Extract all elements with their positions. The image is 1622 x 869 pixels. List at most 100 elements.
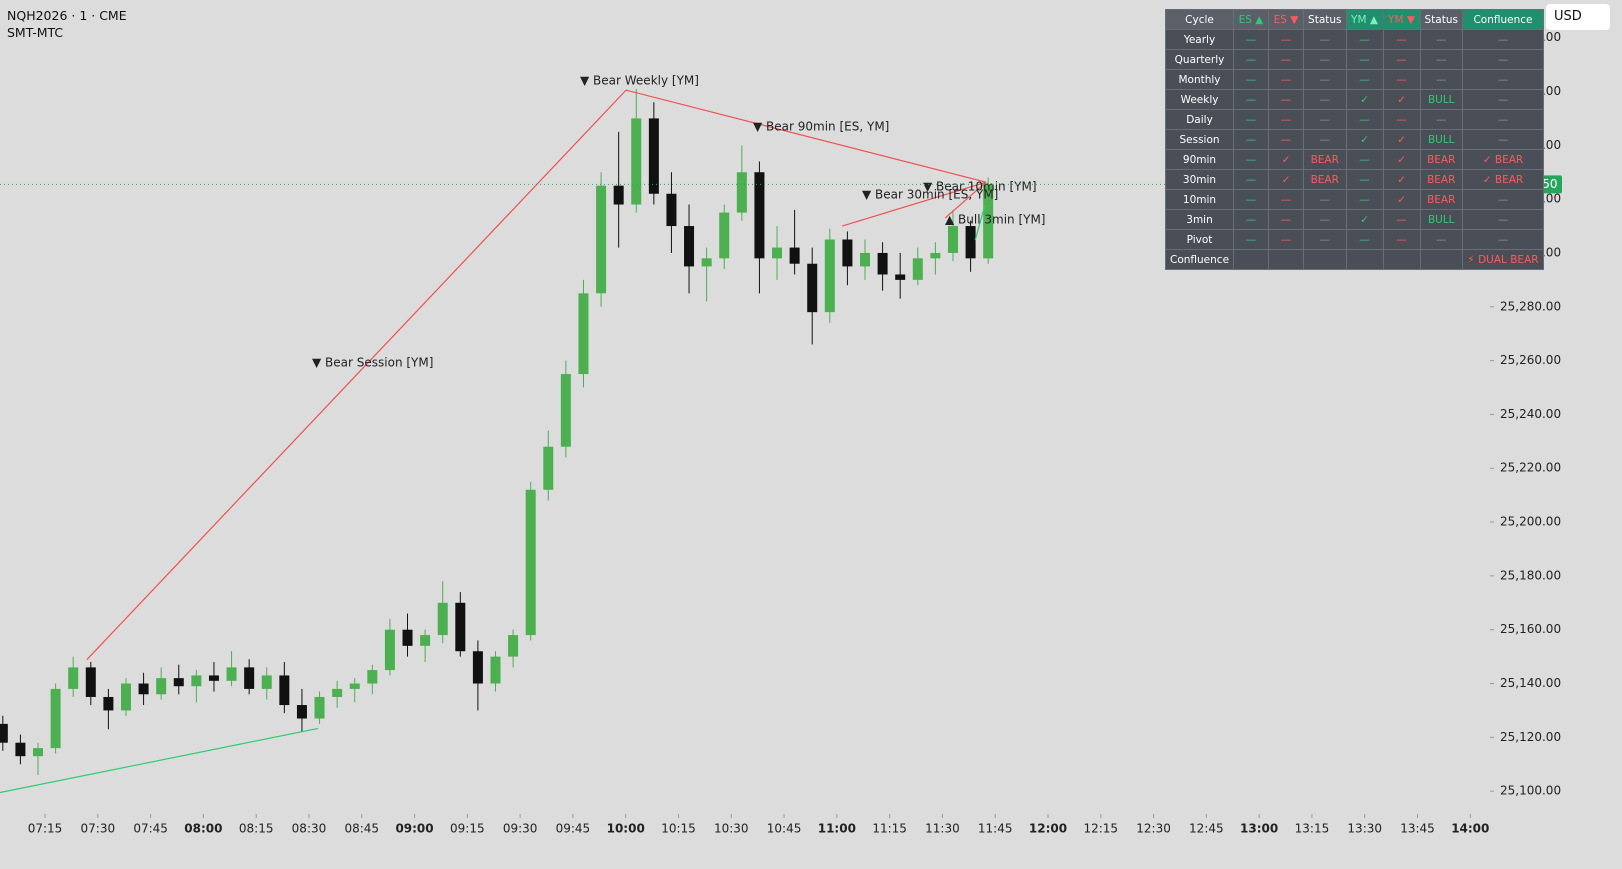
- table-cell: —: [1303, 29, 1347, 50]
- candle-body: [244, 667, 255, 689]
- table-cell: ✓: [1382, 169, 1421, 190]
- cycle-label: Weekly: [1164, 89, 1235, 110]
- table-cell: ✓: [1268, 149, 1305, 170]
- indicator-name: SMT-MTC: [7, 25, 64, 40]
- x-tick-label: 11:45: [978, 822, 1013, 836]
- table-cell: BEAR: [1419, 169, 1463, 190]
- table-cell: ⚡ DUAL BEAR: [1461, 249, 1544, 270]
- candle-body: [807, 263, 818, 313]
- table-cell: —: [1461, 89, 1544, 110]
- table-cell: —: [1345, 109, 1384, 130]
- table-cell: —: [1382, 229, 1421, 250]
- header-cell: Status: [1419, 9, 1463, 30]
- header-cell: YM ▲: [1345, 9, 1384, 30]
- y-tick-label: 25,220.00: [1500, 461, 1561, 475]
- cycle-label: 30min: [1164, 169, 1235, 190]
- table-cell: —: [1268, 89, 1305, 110]
- table-row: 90min — ✓ BEAR — ✓ BEAR ✓ BEAR: [1164, 149, 1544, 170]
- table-cell: [1303, 249, 1347, 270]
- candle-body: [947, 226, 958, 253]
- smt-annotation: ▲ Bull 3min [YM]: [945, 213, 1046, 227]
- table-cell: —: [1382, 29, 1421, 50]
- candle-body: [314, 696, 325, 719]
- table-cell: [1345, 249, 1384, 270]
- table-cell: —: [1233, 169, 1270, 190]
- candle-body: [912, 258, 923, 280]
- x-tick-label: 12:00: [1029, 822, 1067, 836]
- table-cell: —: [1382, 69, 1421, 90]
- table-row: Session — — — ✓ ✓ BULL —: [1164, 129, 1544, 150]
- table-cell: —: [1345, 49, 1384, 70]
- cycle-label: Confluence: [1164, 249, 1235, 270]
- smt-line: [86, 89, 987, 660]
- x-tick-label: 12:30: [1136, 822, 1171, 836]
- table-cell: —: [1345, 169, 1384, 190]
- candle-body: [684, 226, 695, 267]
- candle-body: [719, 212, 730, 259]
- table-cell: —: [1233, 149, 1270, 170]
- table-cell: ✓: [1268, 169, 1305, 190]
- candle-body: [543, 446, 554, 490]
- candle-body: [50, 688, 61, 749]
- table-cell: BEAR: [1419, 189, 1463, 210]
- y-tick-label: 25,100.00: [1500, 784, 1561, 798]
- cycle-label: 3min: [1164, 209, 1235, 230]
- table-cell: —: [1382, 109, 1421, 130]
- table-cell: BEAR: [1419, 149, 1463, 170]
- table-cell: —: [1233, 89, 1270, 110]
- table-cell: —: [1345, 189, 1384, 210]
- candle-body: [508, 635, 519, 657]
- candle-body: [736, 172, 747, 213]
- candle-body: [930, 252, 941, 259]
- table-cell: —: [1303, 49, 1347, 70]
- smt-line: [974, 204, 986, 241]
- x-tick-label: 09:45: [556, 822, 591, 836]
- x-tick-label: 12:15: [1083, 822, 1118, 836]
- candle-body: [860, 252, 871, 267]
- table-cell: BEAR: [1303, 169, 1347, 190]
- table-cell: [1233, 249, 1270, 270]
- header-cell: Cycle: [1164, 9, 1235, 30]
- table-cell: —: [1233, 189, 1270, 210]
- x-tick-label: 11:15: [872, 822, 907, 836]
- candle-body: [455, 602, 466, 652]
- candle-body: [226, 667, 237, 681]
- candle-body: [789, 247, 800, 264]
- candle-body: [824, 239, 835, 313]
- smt-line: [944, 181, 987, 219]
- candle-body: [648, 118, 659, 194]
- candle-body: [173, 678, 184, 687]
- table-cell: —: [1303, 129, 1347, 150]
- table-cell: —: [1345, 229, 1384, 250]
- y-tick-label: 25,140.00: [1500, 676, 1561, 690]
- table-cell: BULL: [1419, 209, 1463, 230]
- candle-body: [120, 683, 131, 711]
- table-cell: —: [1461, 29, 1544, 50]
- table-cell: —: [1268, 29, 1305, 50]
- table-header: Cycle ES ▲ ES ▼ Status YM ▲ YM ▼ Status Conflue…: [1164, 9, 1544, 30]
- x-tick-label: 08:45: [344, 822, 379, 836]
- y-tick-label: 25,240.00: [1500, 407, 1561, 421]
- candle-body: [138, 683, 149, 695]
- table-cell: ✓: [1345, 129, 1384, 150]
- x-tick-label: 09:00: [395, 822, 433, 836]
- candle-body: [965, 226, 976, 259]
- table-cell: —: [1345, 69, 1384, 90]
- table-cell: [1382, 249, 1421, 270]
- x-tick-label: 10:15: [661, 822, 696, 836]
- table-cell: —: [1233, 129, 1270, 150]
- candle-body: [983, 184, 994, 259]
- table-cell: —: [1419, 69, 1463, 90]
- currency-button[interactable]: USD: [1546, 4, 1610, 30]
- candle-body: [895, 274, 906, 280]
- x-tick-label: 13:30: [1347, 822, 1382, 836]
- candle-body: [191, 675, 202, 687]
- candle-body: [420, 635, 431, 646]
- x-tick-label: 10:45: [767, 822, 802, 836]
- candle-body: [842, 239, 853, 267]
- candle-body: [578, 293, 589, 375]
- candle-body: [156, 678, 167, 695]
- cycle-label: Daily: [1164, 109, 1235, 130]
- candle-body: [349, 683, 360, 689]
- x-tick-label: 13:15: [1295, 822, 1330, 836]
